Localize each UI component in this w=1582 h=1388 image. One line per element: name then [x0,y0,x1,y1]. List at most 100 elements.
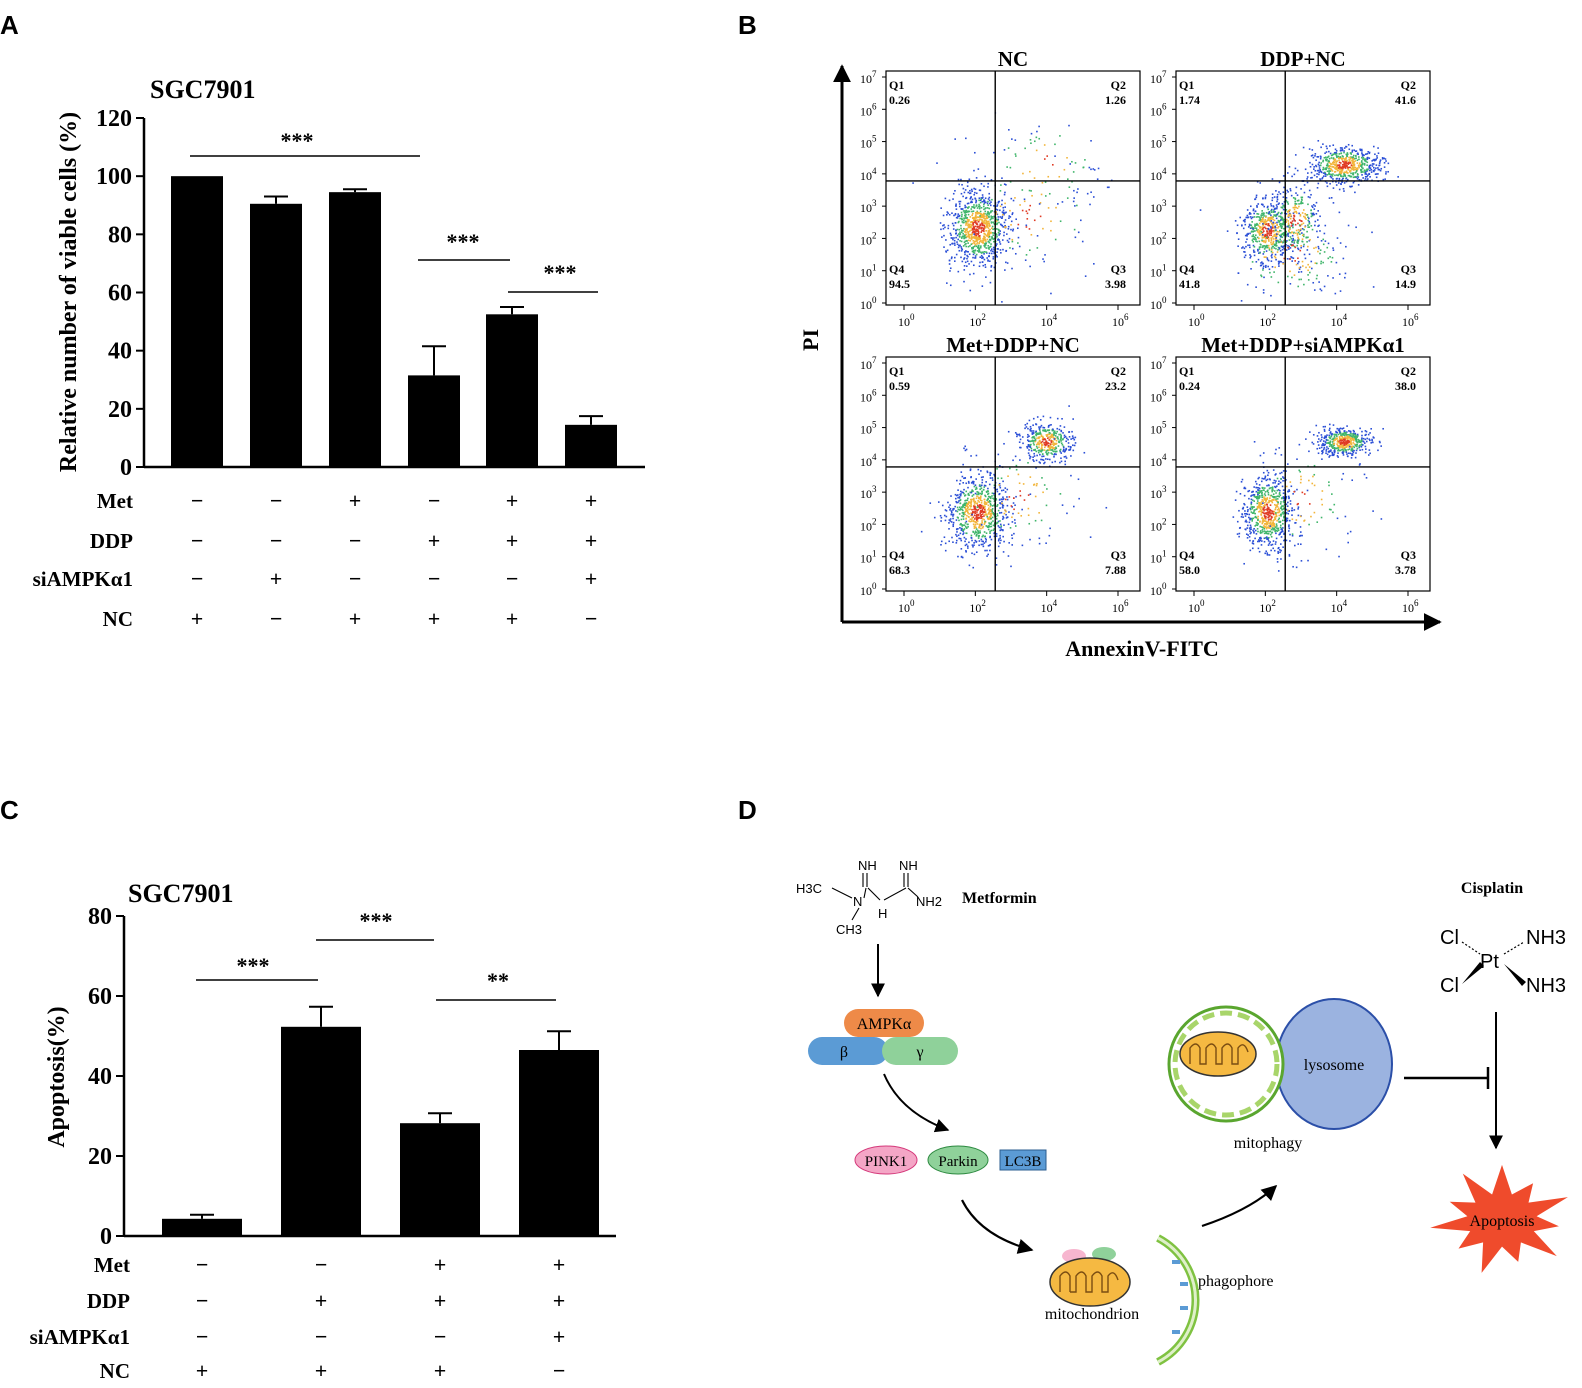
event-dot [979,511,982,513]
y-tick-label: 107 [1150,69,1167,86]
event-dot [957,489,959,491]
event-dot [1274,518,1276,521]
event-dot [1241,478,1244,481]
event-dot [1050,449,1052,451]
event-dot [1262,236,1265,239]
event-dot [943,234,945,237]
event-dot [1088,166,1091,169]
event-dot [978,484,981,486]
event-dot [974,215,977,218]
event-dot [1060,457,1062,460]
event-dot [1261,263,1264,265]
event-dot [1007,555,1010,557]
event-dot [1274,481,1276,484]
event-dot [973,252,976,254]
event-dot [1251,227,1254,229]
event-dot [1327,161,1330,163]
event-dot [1351,151,1354,153]
event-dot [952,513,955,516]
event-dot [975,533,978,536]
event-dot [1239,216,1242,219]
event-dot [1352,176,1355,179]
event-dot [964,230,967,232]
event-dot [1280,212,1282,215]
event-dot [1003,221,1006,224]
event-dot [1263,532,1266,535]
event-dot [1047,426,1050,428]
event-dot [1276,505,1279,508]
event-dot [1032,456,1034,459]
event-dot [1234,220,1237,222]
event-dot [1336,156,1338,159]
event-dot [1006,498,1009,501]
event-dot [978,540,981,542]
event-dot [1249,246,1251,249]
event-dot [955,216,958,219]
event-dot [1043,144,1046,146]
event-dot [1320,446,1323,449]
event-dot [1347,166,1349,169]
event-dot [1354,191,1356,194]
event-dot [1306,249,1309,251]
event-dot [1366,175,1368,178]
event-dot [1359,163,1362,166]
quadrant-value: 3.98 [1105,277,1126,291]
event-dot [1002,515,1004,518]
event-dot [1257,248,1259,251]
event-dot [975,199,978,202]
event-dot [964,525,967,528]
event-dot [1272,521,1274,524]
event-dot [1258,550,1261,553]
event-dot [1243,562,1245,565]
event-dot [1275,245,1277,247]
event-dot [946,249,949,252]
event-dot [974,530,977,533]
event-dot [1021,544,1024,547]
event-dot [1269,220,1272,223]
event-dot [1269,213,1271,215]
event-dot [1320,171,1323,174]
event-dot [1350,186,1352,188]
event-dot [980,487,983,490]
event-dot [1292,250,1294,253]
event-dot [962,513,965,516]
event-dot [1258,487,1261,490]
event-dot [1268,508,1270,510]
event-dot [982,489,985,491]
event-dot [977,514,980,517]
event-dot [1340,167,1343,170]
event-dot [987,518,990,521]
event-dot [1344,161,1347,163]
event-dot [961,217,963,220]
event-dot [1032,430,1035,432]
event-dot [1334,151,1336,154]
event-dot [979,499,982,502]
event-dot [1290,244,1293,247]
event-dot [1258,504,1260,506]
event-dot [1349,157,1352,159]
event-dot [988,507,990,510]
event-dot [995,557,998,559]
event-dot [962,245,965,247]
event-dot [1283,501,1286,504]
event-dot [1264,476,1267,479]
event-dot [972,210,975,212]
event-dot [1047,446,1049,448]
event-dot [1258,476,1260,479]
event-dot [1360,438,1363,441]
event-dot [999,520,1001,522]
event-dot [977,212,979,215]
event-dot [1288,214,1290,217]
event-dot [975,238,978,241]
event-dot [974,219,977,221]
event-dot [1333,167,1336,169]
event-dot [970,243,973,246]
event-dot [1292,232,1295,235]
event-dot [1307,236,1309,239]
event-dot [1278,509,1280,511]
event-dot [1048,192,1051,195]
event-dot [1331,454,1333,457]
event-dot [1308,221,1311,224]
event-dot [1268,217,1270,219]
